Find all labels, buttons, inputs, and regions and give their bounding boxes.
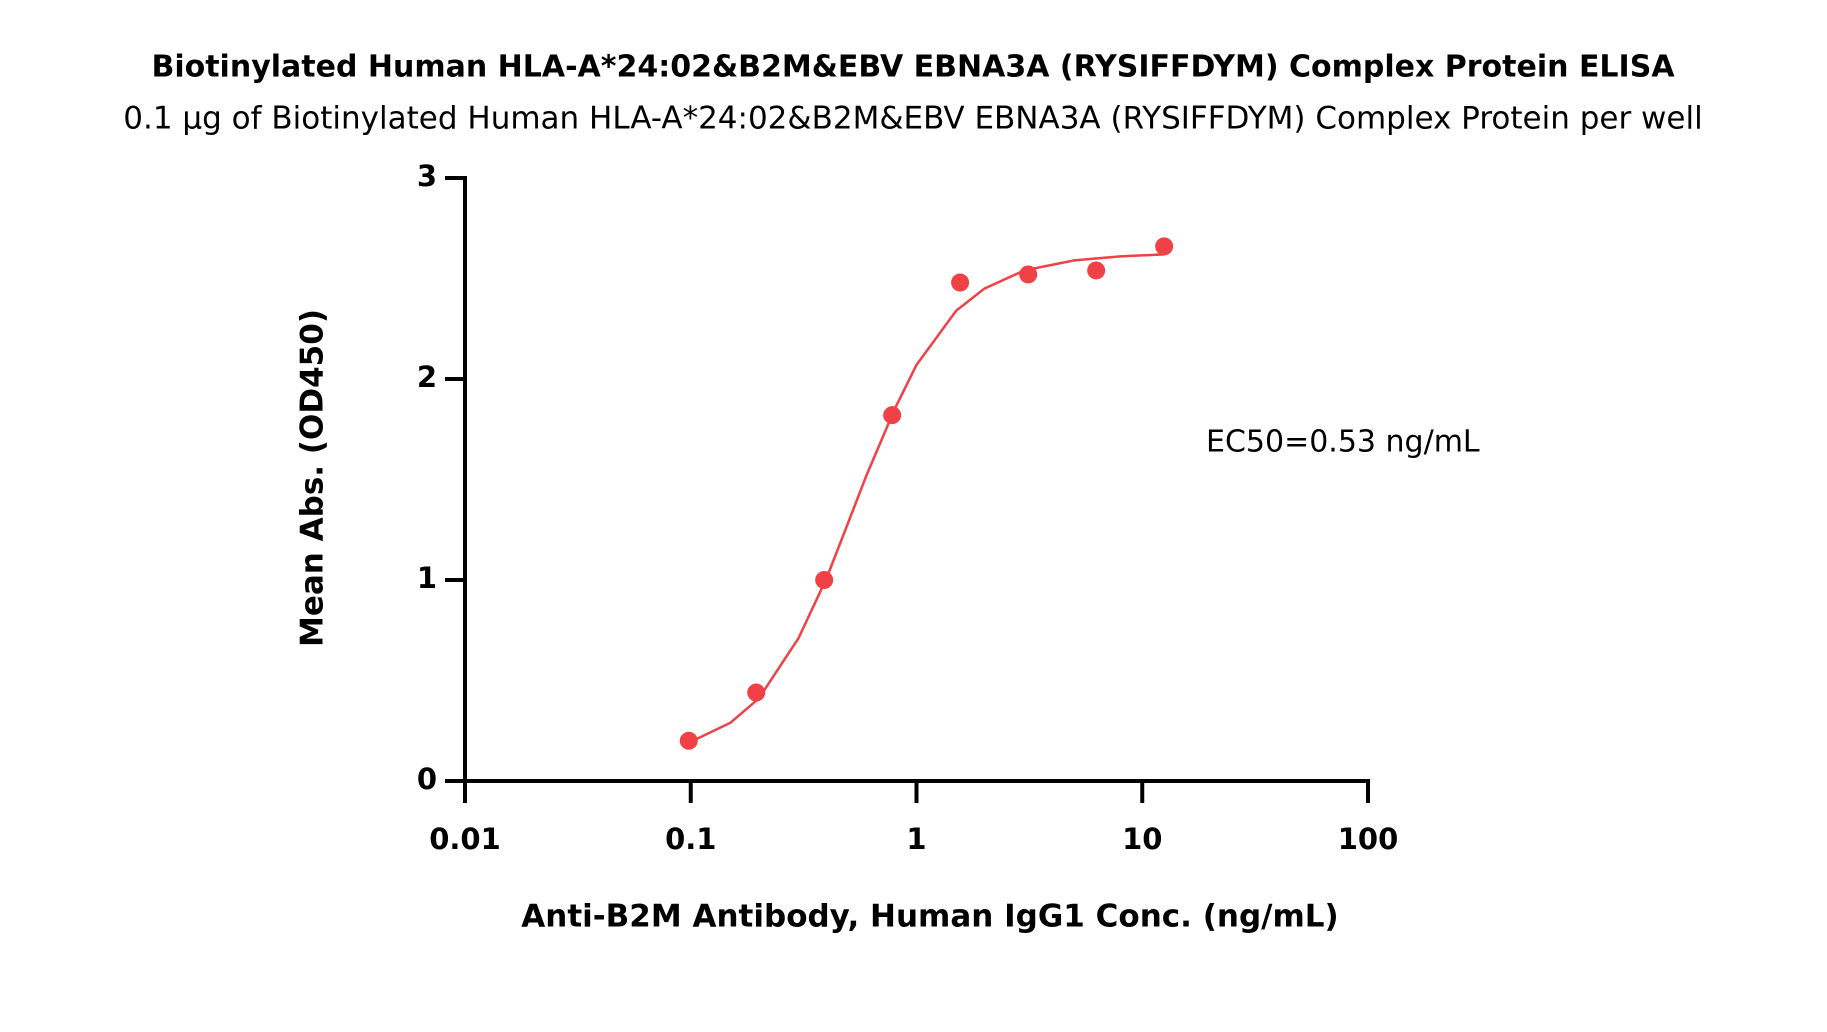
y-tick-label: 0 xyxy=(417,762,437,796)
data-point xyxy=(679,731,698,750)
data-point xyxy=(747,683,766,702)
x-axis-label: Anti-B2M Antibody, Human IgG1 Conc. (ng/… xyxy=(521,899,1338,935)
x-tick-label: 0.01 xyxy=(429,822,501,856)
y-tick-label: 3 xyxy=(417,159,437,193)
annotation: EC50=0.53 ng/mL xyxy=(1206,425,1480,460)
x-tick-label: 1 xyxy=(906,822,926,856)
data-point xyxy=(951,273,970,292)
fit-curve xyxy=(688,253,1165,744)
data-point xyxy=(1019,265,1038,284)
y-tick-label: 2 xyxy=(417,360,437,394)
chart-subtitle: 0.1 μg of Biotinylated Human HLA-A*24:02… xyxy=(123,101,1702,137)
data-point xyxy=(1087,261,1106,280)
y-axis-label: Mean Abs. (OD450) xyxy=(295,309,331,647)
chart-title: Biotinylated Human HLA-A*24:02&B2M&EBV E… xyxy=(151,50,1675,85)
x-tick-label: 0.1 xyxy=(665,822,716,856)
data-point xyxy=(1155,237,1174,256)
x-tick-label: 10 xyxy=(1122,822,1162,856)
x-tick-label: 100 xyxy=(1338,822,1399,856)
data-point xyxy=(883,406,902,425)
y-tick-label: 1 xyxy=(417,561,437,595)
data-point xyxy=(815,571,834,589)
